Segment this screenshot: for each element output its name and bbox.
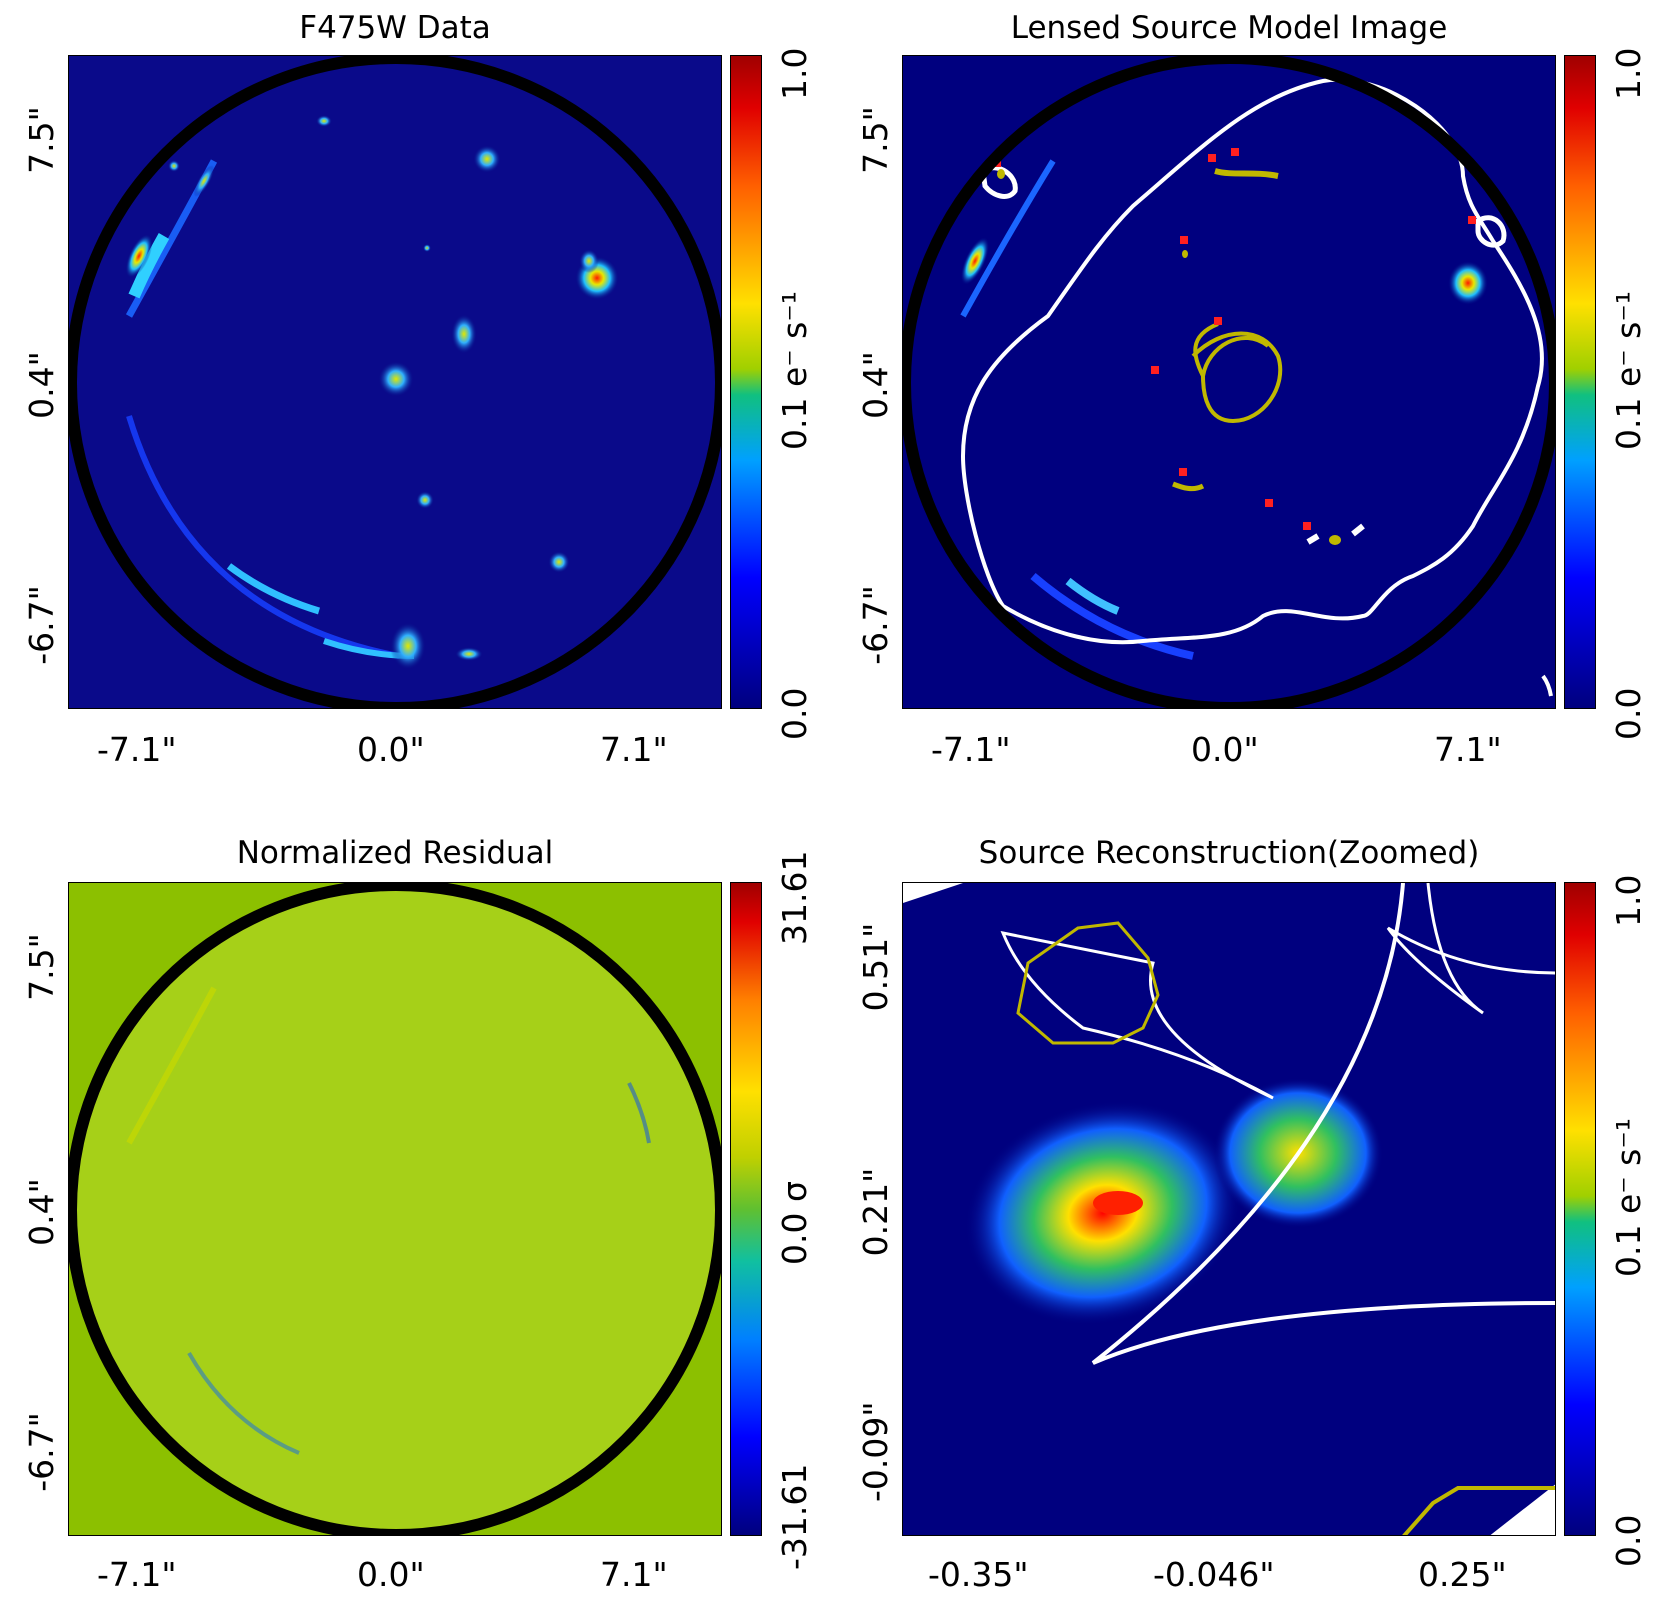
panel-3-xtick-1: -7.1"	[97, 1555, 177, 1594]
panel-2-ytick-2: 0.4"	[856, 351, 895, 419]
panel-4-ytick-3: -0.09"	[856, 1401, 895, 1502]
panel-1-ytick-2: 0.4"	[22, 351, 61, 419]
panel-3-ytick-1: 7.5"	[22, 933, 61, 1001]
panel-1-ytick-3: -6.7"	[22, 585, 61, 665]
panel-4-cbar-tick-bot: 0.0	[1609, 1514, 1648, 1567]
panel-4-cbar-tick-top: 1.0	[1609, 874, 1648, 927]
panel-3-cbar-tick-bot: -31.61	[775, 1463, 814, 1570]
panel-3-ytick-3: -6.7"	[22, 1412, 61, 1492]
panel-2-title: Lensed Source Model Image	[1010, 10, 1448, 46]
panel-4-xtick-3: 0.25"	[1418, 1555, 1507, 1594]
panel-1-cbar-tick-bot: 0.0	[775, 687, 814, 740]
panel-3-image	[69, 883, 721, 1535]
panel-4-image	[903, 883, 1555, 1535]
panel-1-colorbar	[730, 55, 762, 709]
panel-1-xtick-3: 7.1"	[600, 730, 668, 769]
panel-2-ytick-3: -6.7"	[856, 585, 895, 665]
panel-2-xtick-1: -7.1"	[931, 730, 1011, 769]
panel-1-xtick-1: -7.1"	[97, 730, 177, 769]
panel-2-cbar-tick-mid: 0.1 e⁻ s⁻¹	[1609, 290, 1648, 450]
panel-1-cbar-tick-top: 1.0	[775, 47, 814, 100]
panel-3-xtick-3: 7.1"	[600, 1555, 668, 1594]
panel-3-title: Normalized Residual	[236, 835, 554, 871]
panel-1-ytick-1: 7.5"	[22, 106, 61, 174]
panel-2-cbar-tick-bot: 0.0	[1609, 687, 1648, 740]
panel-1-xtick-2: 0.0"	[357, 730, 425, 769]
panel-3-xtick-2: 0.0"	[357, 1555, 425, 1594]
panel-4-ytick-2: 0.21"	[856, 1167, 895, 1257]
panel-2-image	[903, 56, 1555, 708]
panel-1-title: F475W Data	[299, 10, 491, 46]
panel-3-cbar-tick-mid: 0.0 σ	[775, 1181, 814, 1265]
panel-3-colorbar	[730, 882, 762, 1536]
panel-4-cbar-tick-mid: 0.1 e⁻ s⁻¹	[1609, 1117, 1648, 1277]
panel-2-cbar-tick-top: 1.0	[1609, 47, 1648, 100]
panel-3-plot	[68, 882, 722, 1536]
panel-4-colorbar	[1564, 882, 1596, 1536]
panel-1-cbar-tick-mid: 0.1 e⁻ s⁻¹	[775, 290, 814, 450]
panel-4-title: Source Reconstruction(Zoomed)	[978, 835, 1480, 871]
panel-1-plot	[68, 55, 722, 709]
panel-3-ytick-2: 0.4"	[22, 1178, 61, 1246]
panel-2-plot	[902, 55, 1556, 709]
panel-4-xtick-2: -0.046"	[1153, 1555, 1275, 1594]
panel-1-image	[69, 56, 721, 708]
panel-4-xtick-1: -0.35"	[928, 1555, 1029, 1594]
panel-2-ytick-1: 7.5"	[856, 106, 895, 174]
panel-2-xtick-3: 7.1"	[1434, 730, 1502, 769]
panel-4-plot	[902, 882, 1556, 1536]
panel-4-ytick-1: 0.51"	[856, 922, 895, 1012]
panel-2-xtick-2: 0.0"	[1191, 730, 1259, 769]
panel-3-cbar-tick-top: 31.61	[775, 850, 814, 945]
panel-2-colorbar	[1564, 55, 1596, 709]
